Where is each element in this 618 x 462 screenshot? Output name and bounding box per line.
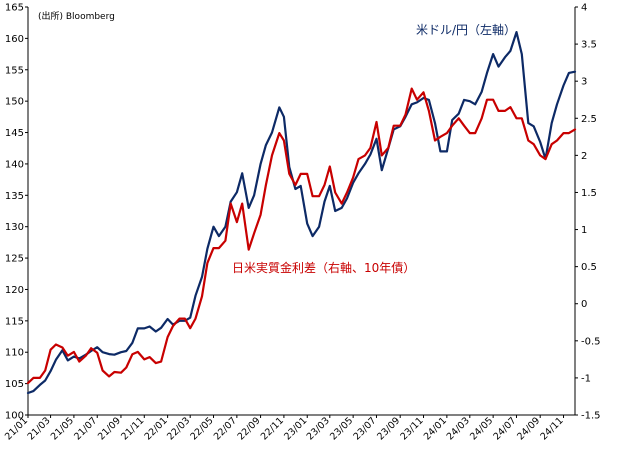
right-tick-label: 2 <box>581 151 587 162</box>
left-tick-label: 135 <box>5 191 24 202</box>
right-tick-label: 1 <box>581 225 587 236</box>
right-tick-label: 4 <box>581 3 587 14</box>
right-tick-label: -1 <box>581 373 591 384</box>
right-tick-label: 0.5 <box>581 262 597 273</box>
left-tick-label: 140 <box>5 159 24 170</box>
chart-text: (出所) Bloomberg 米ドル/円（左軸） 日米実質金利差（右軸、10年債… <box>38 10 516 275</box>
right-tick-label: -1.5 <box>581 411 601 422</box>
right-tick-label: 3.5 <box>581 40 597 51</box>
right-tick-label: 3 <box>581 77 587 88</box>
left-tick-label: 130 <box>5 222 24 233</box>
left-tick-label: 155 <box>5 65 24 76</box>
left-tick-label: 110 <box>5 348 24 359</box>
series-lines <box>26 31 577 395</box>
left-tick-label: 115 <box>5 316 24 327</box>
left-tick-label: 145 <box>5 128 24 139</box>
series-line-real-rate-spread <box>26 87 577 385</box>
left-tick-label: 105 <box>5 379 24 390</box>
left-tick-label: 150 <box>5 97 24 108</box>
left-tick-label: 165 <box>5 3 24 14</box>
right-tick-label: 0 <box>581 299 587 310</box>
left-tick-label: 125 <box>5 254 24 265</box>
source-label: (出所) Bloomberg <box>38 10 115 22</box>
right-tick-label: 1.5 <box>581 188 597 199</box>
annotation-usdjpy: 米ドル/円（左軸） <box>416 22 516 37</box>
left-tick-label: 160 <box>5 34 24 45</box>
left-tick-label: 120 <box>5 285 24 296</box>
left-tick-label: 100 <box>5 411 24 422</box>
right-tick-label: 2.5 <box>581 114 597 125</box>
series-line-usdjpy <box>26 31 577 395</box>
annotation-real-rate-spread: 日米実質金利差（右軸、10年債） <box>232 260 415 275</box>
right-tick-label: -0.5 <box>581 336 601 347</box>
